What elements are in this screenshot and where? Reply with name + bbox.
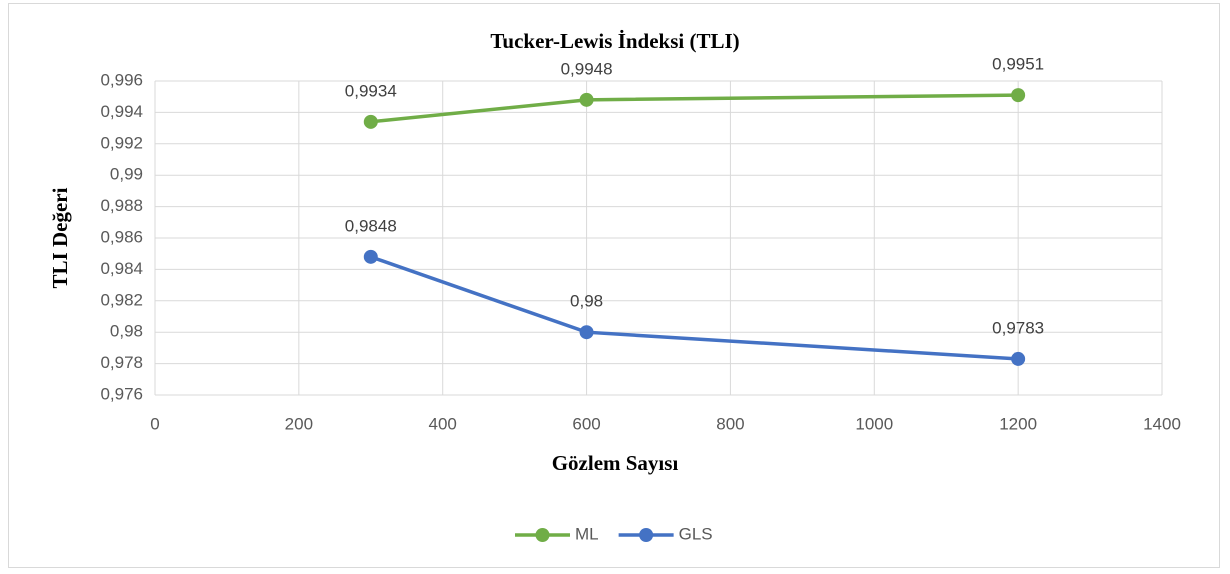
chart-title: Tucker-Lewis İndeksi (TLI) — [490, 29, 739, 53]
y-tick-label: 0,976 — [100, 384, 143, 403]
y-tick-label: 0,982 — [100, 290, 143, 309]
x-tick-label: 1400 — [1143, 414, 1181, 433]
legend-marker — [639, 528, 654, 542]
data-label: 0,9951 — [992, 55, 1044, 74]
y-tick-label: 0,99 — [110, 165, 143, 184]
y-tick-label: 0,996 — [100, 70, 143, 89]
data-label: 0,98 — [570, 292, 603, 311]
x-tick-label: 400 — [429, 414, 457, 433]
data-point — [363, 114, 378, 129]
x-tick-label: 1200 — [999, 414, 1037, 433]
data-label: 0,9783 — [992, 318, 1044, 337]
x-tick-label: 0 — [150, 414, 159, 433]
data-point — [579, 325, 594, 340]
chart-border — [8, 3, 1220, 568]
y-tick-label: 0,986 — [100, 227, 143, 246]
data-point — [1011, 351, 1026, 366]
legend-label: ML — [575, 524, 599, 543]
legend-marker — [535, 528, 550, 542]
x-tick-label: 1000 — [855, 414, 893, 433]
x-tick-label: 600 — [572, 414, 600, 433]
x-tick-label: 200 — [285, 414, 313, 433]
y-tick-label: 0,988 — [100, 196, 143, 215]
y-axis-label: TLI Değeri — [48, 187, 72, 288]
data-label: 0,9948 — [561, 59, 613, 78]
y-tick-label: 0,984 — [100, 259, 143, 278]
data-label: 0,9934 — [345, 81, 397, 100]
y-tick-label: 0,994 — [100, 102, 143, 121]
data-point — [1011, 88, 1026, 103]
y-tick-label: 0,98 — [110, 322, 143, 341]
x-tick-label: 800 — [716, 414, 744, 433]
x-axis-label: Gözlem Sayısı — [552, 451, 679, 475]
y-tick-label: 0,992 — [100, 133, 143, 152]
data-label: 0,9848 — [345, 216, 397, 235]
y-tick-label: 0,978 — [100, 353, 143, 372]
legend-label: GLS — [679, 524, 713, 543]
data-point — [579, 92, 594, 107]
data-point — [363, 249, 378, 264]
